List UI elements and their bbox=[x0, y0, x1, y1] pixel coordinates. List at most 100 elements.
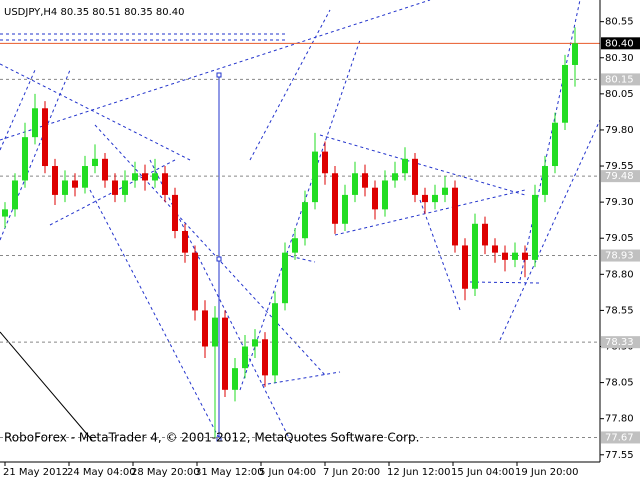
candle-body bbox=[262, 339, 268, 376]
level-label-box bbox=[601, 431, 640, 444]
candle-body bbox=[272, 303, 278, 376]
x-tick-label: 21 May 2012 bbox=[3, 467, 68, 478]
candle-body bbox=[432, 194, 438, 203]
channel-line bbox=[0, 331, 93, 441]
level-label: 77.67 bbox=[605, 432, 634, 443]
trend-line bbox=[334, 189, 526, 236]
chart-title: USDJPY,H4 80.35 80.51 80.35 80.40 bbox=[4, 7, 185, 18]
candle-body bbox=[62, 180, 68, 195]
candle-body bbox=[352, 173, 358, 195]
marker-handle bbox=[216, 72, 222, 78]
trend-line bbox=[0, 69, 36, 151]
candle-body bbox=[242, 346, 248, 369]
candle-body bbox=[52, 166, 58, 195]
trend-line bbox=[249, 9, 331, 161]
candle-body bbox=[252, 339, 258, 347]
candle-body bbox=[212, 317, 218, 347]
trend-line bbox=[239, 39, 361, 391]
current-price-box bbox=[601, 37, 640, 50]
candle-body bbox=[462, 245, 468, 289]
level-label-box bbox=[601, 249, 640, 262]
x-tick-label: 15 Jun 04:00 bbox=[451, 467, 515, 478]
candle-body bbox=[492, 245, 498, 253]
candle-body bbox=[362, 173, 368, 188]
candle-body bbox=[442, 187, 448, 195]
level-label: 80.15 bbox=[605, 74, 634, 85]
candle-body bbox=[222, 317, 228, 390]
candle-body bbox=[162, 173, 168, 195]
candle-body bbox=[192, 252, 198, 311]
trend-line bbox=[284, 254, 316, 263]
candle-body bbox=[122, 180, 128, 195]
x-tick-label: 28 May 20:00 bbox=[131, 467, 200, 478]
candle-body bbox=[132, 173, 138, 181]
candle-body bbox=[542, 166, 548, 195]
candle-body bbox=[32, 108, 38, 138]
candle-body bbox=[522, 252, 528, 260]
candle-body bbox=[532, 194, 538, 260]
y-tick-label: 79.80 bbox=[605, 125, 634, 136]
candle-body bbox=[232, 368, 238, 390]
candle-body bbox=[472, 223, 478, 289]
trend-line bbox=[89, 189, 221, 441]
candle-body bbox=[402, 158, 408, 174]
candle-body bbox=[372, 187, 378, 210]
trend-line bbox=[0, 69, 71, 241]
y-tick-label: 79.30 bbox=[605, 197, 634, 208]
level-label-box bbox=[601, 73, 640, 86]
candle-body bbox=[452, 187, 458, 246]
candle-body bbox=[382, 180, 388, 210]
x-tick-label: 24 May 04:00 bbox=[67, 467, 136, 478]
current-price-label: 80.40 bbox=[605, 38, 634, 49]
candle-body bbox=[112, 180, 118, 195]
candle-body bbox=[512, 252, 518, 260]
x-tick-label: 19 Jun 20:00 bbox=[515, 467, 579, 478]
trend-line bbox=[94, 124, 326, 376]
marker-handle bbox=[216, 256, 222, 262]
candle-body bbox=[202, 310, 208, 347]
level-label-box bbox=[601, 336, 640, 349]
candle-body bbox=[562, 64, 568, 123]
candle-body bbox=[392, 173, 398, 181]
x-tick-label: 12 Jun 12:00 bbox=[387, 467, 451, 478]
plot bbox=[0, 27, 600, 438]
x-tick-label: 31 May 12:00 bbox=[195, 467, 264, 478]
x-tick-label: 5 Jun 04:00 bbox=[259, 467, 316, 478]
candle-body bbox=[82, 166, 88, 188]
candle-body bbox=[152, 173, 158, 181]
candle-body bbox=[172, 194, 178, 231]
candle-body bbox=[22, 137, 28, 181]
level-label: 78.93 bbox=[605, 251, 634, 262]
footer: RoboForex - MetaTrader 4, © 2001-2012, M… bbox=[4, 431, 419, 445]
trend-line bbox=[499, 119, 601, 341]
candle-body bbox=[342, 194, 348, 224]
y-tick-label: 77.80 bbox=[605, 414, 634, 425]
trend-line bbox=[419, 199, 461, 311]
candle-body bbox=[292, 238, 298, 253]
candle-body bbox=[482, 223, 488, 246]
candle-body bbox=[332, 173, 338, 224]
candle-body bbox=[422, 194, 428, 203]
y-tick-label: 78.05 bbox=[605, 378, 634, 389]
candle-body bbox=[12, 180, 18, 210]
y-tick-label: 77.55 bbox=[605, 450, 634, 461]
trend-line bbox=[261, 371, 341, 386]
level-label: 79.48 bbox=[605, 171, 634, 182]
candle-body bbox=[282, 252, 288, 304]
candle-body bbox=[322, 151, 328, 174]
candle-body bbox=[182, 231, 188, 253]
candle-body bbox=[92, 158, 98, 167]
level-label: 78.33 bbox=[605, 337, 634, 348]
trend-line bbox=[149, 159, 291, 441]
y-tick-label: 79.55 bbox=[605, 161, 634, 172]
candle-body bbox=[102, 158, 108, 181]
candle-body bbox=[142, 173, 148, 181]
level-label-box bbox=[601, 170, 640, 183]
candle-body bbox=[502, 252, 508, 260]
y-tick-label: 78.55 bbox=[605, 305, 634, 316]
y-tick-label: 78.80 bbox=[605, 269, 634, 280]
candle-body bbox=[2, 209, 8, 217]
y-tick-label: 80.30 bbox=[605, 53, 634, 64]
candle-body bbox=[72, 180, 78, 188]
